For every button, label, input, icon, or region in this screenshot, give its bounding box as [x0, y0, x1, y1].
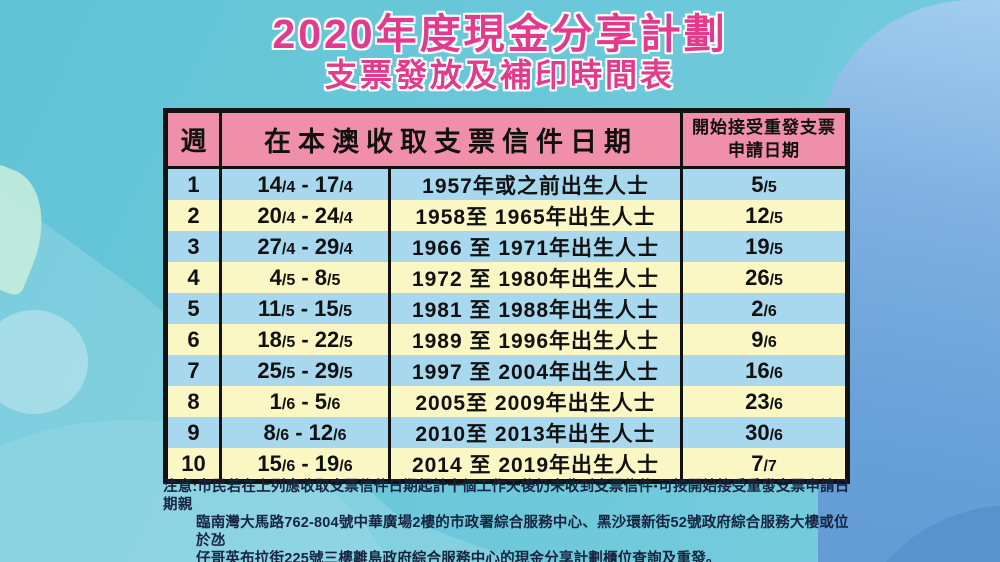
header-week: 週	[164, 109, 222, 169]
note-line: 臨南灣大馬路762-804號中華廣場2樓的市政署綜合服務中心、黑沙環新街52號政…	[196, 515, 849, 549]
date-range-cell: 1/6 - 5/6	[219, 386, 390, 417]
schedule-table-header: 週 在本澳收取支票信件日期 開始接受重發支票 申請日期	[164, 109, 849, 169]
table-row: 7 25/5 - 29/5 1997 至 2004年出生人士 16/6	[165, 355, 848, 386]
header-reissue-date: 開始接受重發支票 申請日期	[680, 109, 849, 169]
reissue-date-cell: 19/5	[680, 231, 848, 262]
date-range-cell: 4/5 - 8/5	[219, 262, 390, 293]
birth-group-cell: 1997 至 2004年出生人士	[388, 355, 682, 386]
note-line: 注意:市民若在上列應收取支票信件日期起計十個工作天後仍未收到支票信件‧可按開始接…	[163, 478, 855, 514]
birth-group-cell: 1958至 1965年出生人士	[388, 200, 682, 231]
date-range-cell: 25/5 - 29/5	[219, 355, 390, 386]
table-row: 1 14/4 - 17/4 1957年或之前出生人士 5/5	[165, 167, 848, 200]
header-reissue-line1: 開始接受重發支票	[692, 118, 836, 138]
week-cell: 4	[165, 262, 221, 293]
date-range-cell: 27/4 - 29/4	[219, 231, 390, 262]
week-cell: 9	[165, 417, 221, 448]
header-reissue-line2: 申請日期	[728, 140, 800, 160]
title-line1: 2020年度現金分享計劃	[272, 11, 728, 57]
date-range-cell: 18/5 - 22/5	[219, 324, 390, 355]
birth-group-cell: 1957年或之前出生人士	[388, 167, 682, 200]
birth-group-cell: 2005至 2009年出生人士	[388, 386, 682, 417]
schedule-table-body: 1 14/4 - 17/4 1957年或之前出生人士 5/5 2 20/4 - 24/4 1…	[165, 167, 848, 482]
table-row: 8 1/6 - 5/6 2005至 2009年出生人士 23/6	[165, 386, 848, 417]
schedule-table: 週 在本澳收取支票信件日期 開始接受重發支票 申請日期 1 14/4 - 17/4…	[163, 108, 850, 484]
birth-group-cell: 2010至 2013年出生人士	[388, 417, 682, 448]
header-receive-date: 在本澳收取支票信件日期	[219, 109, 683, 169]
table-row: 2 20/4 - 24/4 1958至 1965年出生人士 12/5	[165, 200, 848, 231]
reissue-date-cell: 2/6	[680, 293, 848, 324]
week-cell: 1	[165, 167, 221, 200]
week-cell: 8	[165, 386, 221, 417]
reissue-date-cell: 23/6	[680, 386, 848, 417]
birth-group-cell: 1989 至 1996年出生人士	[388, 324, 682, 355]
birth-group-cell: 1981 至 1988年出生人士	[388, 293, 682, 324]
table-row: 3 27/4 - 29/4 1966 至 1971年出生人士 19/5	[165, 231, 848, 262]
reissue-date-cell: 9/6	[680, 324, 848, 355]
week-cell: 10	[165, 448, 221, 482]
birth-group-cell: 1966 至 1971年出生人士	[388, 231, 682, 262]
note: 注意:市民若在上列應收取支票信件日期起計十個工作天後仍未收到支票信件‧可按開始接…	[163, 478, 855, 562]
date-range-cell: 11/5 - 15/5	[219, 293, 390, 324]
reissue-date-cell: 30/6	[680, 417, 848, 448]
reissue-date-cell: 26/5	[680, 262, 848, 293]
week-cell: 6	[165, 324, 221, 355]
page-title: 2020年度現金分享計劃 支票發放及補印時間表	[0, 11, 1000, 94]
table-row: 4 4/5 - 8/5 1972 至 1980年出生人士 26/5	[165, 262, 848, 293]
date-range-cell: 20/4 - 24/4	[219, 200, 390, 231]
title-line2: 支票發放及補印時間表	[324, 57, 675, 94]
reissue-date-cell: 5/5	[680, 167, 848, 200]
table-row: 5 11/5 - 15/5 1981 至 1988年出生人士 2/6	[165, 293, 848, 324]
week-cell: 7	[165, 355, 221, 386]
week-cell: 2	[165, 200, 221, 231]
week-cell: 5	[165, 293, 221, 324]
date-range-cell: 14/4 - 17/4	[219, 167, 390, 200]
header-row: 週 在本澳收取支票信件日期 開始接受重發支票 申請日期	[164, 109, 849, 169]
note-prefix: 注意:	[163, 479, 198, 495]
note-text: 市民若在上列應收取支票信件日期起計十個工作天後仍未收到支票信件‧可按開始接受重發…	[163, 479, 850, 513]
note-line: 仔哥英布拉街225號三樓離島政府綜合服務中心的現金分享計劃櫃位查詢及重發。	[196, 551, 721, 562]
week-cell: 3	[165, 231, 221, 262]
table-row: 6 18/5 - 22/5 1989 至 1996年出生人士 9/6	[165, 324, 848, 355]
reissue-date-cell: 12/5	[680, 200, 848, 231]
table-row: 10 15/6 - 19/6 2014 至 2019年出生人士 7/7	[165, 448, 848, 482]
table-row: 9 8/6 - 12/6 2010至 2013年出生人士 30/6	[165, 417, 848, 448]
date-range-cell: 15/6 - 19/6	[219, 448, 390, 482]
date-range-cell: 8/6 - 12/6	[219, 417, 390, 448]
birth-group-cell: 1972 至 1980年出生人士	[388, 262, 682, 293]
reissue-date-cell: 16/6	[680, 355, 848, 386]
birth-group-cell: 2014 至 2019年出生人士	[388, 448, 682, 482]
background-left-circle	[0, 310, 88, 414]
reissue-date-cell: 7/7	[680, 448, 848, 482]
